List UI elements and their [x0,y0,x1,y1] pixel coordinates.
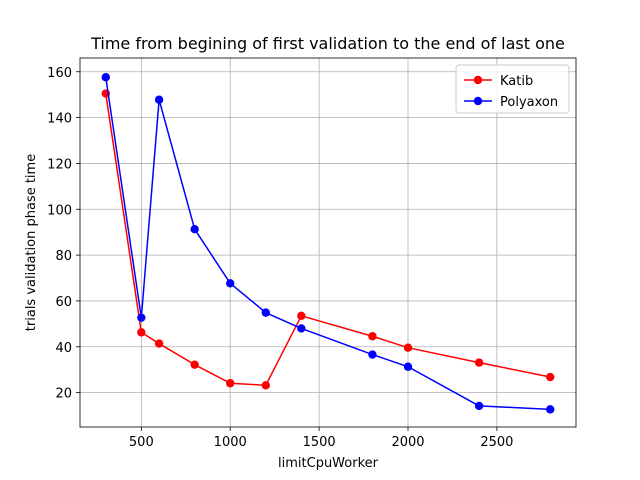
data-point-katib [546,372,555,382]
data-point-polyaxon [546,405,555,414]
series-polyaxon [101,73,555,414]
y-tick-label: 140 [47,112,72,127]
x-tick-label: 2500 [480,435,513,450]
data-point-polyaxon [101,73,110,82]
data-point-polyaxon [261,308,270,317]
x-axis-label: limitCpuWorker [278,456,379,471]
axis-ticks: 500 1000 1500 2000 2500 20 40 60 80 100 120 140 160 [47,66,513,450]
legend-item-katib: Katib [464,74,533,89]
plot-series [101,73,555,414]
y-tick-label: 60 [55,295,72,310]
data-point-katib [368,332,377,341]
legend: Katib Polyaxon [455,64,570,114]
data-point-polyaxon [137,313,146,322]
x-tick-label: 2000 [391,435,424,450]
data-point-polyaxon [226,279,235,288]
data-point-polyaxon [297,324,306,333]
x-tick-label: 1500 [303,435,336,450]
data-point-katib [474,358,484,367]
legend-label: Polyaxon [500,95,558,110]
data-point-katib [297,311,306,321]
data-point-polyaxon [474,401,484,411]
data-point-polyaxon [154,95,164,104]
x-tick-label: 1000 [214,435,247,450]
data-point-katib [137,328,146,337]
legend-swatch-marker [473,75,483,85]
x-tick-label: 500 [129,435,154,450]
data-point-polyaxon [368,350,377,359]
legend-swatch-marker [473,96,483,106]
data-point-katib [190,360,199,369]
data-point-katib [226,379,235,388]
data-point-katib [154,339,164,348]
y-tick-label: 100 [47,203,72,218]
series-katib [101,89,555,390]
data-point-katib [403,343,413,352]
y-tick-label: 120 [47,157,72,172]
data-point-katib [261,381,270,390]
y-tick-label: 160 [47,66,72,81]
y-tick-label: 40 [55,341,72,356]
data-point-polyaxon [190,225,199,234]
y-tick-label: 80 [55,249,72,264]
plot-frame [79,57,577,428]
series-line-katib [105,93,551,387]
legend-label: Katib [500,74,533,89]
y-tick-label: 20 [55,387,72,402]
series-line-polyaxon [105,77,551,411]
data-point-polyaxon [403,362,413,371]
y-axis-label: trials validation phase time [24,154,39,331]
chart-title: Time from begining of first validation t… [90,34,565,53]
legend-item-polyaxon: Polyaxon [464,95,558,110]
